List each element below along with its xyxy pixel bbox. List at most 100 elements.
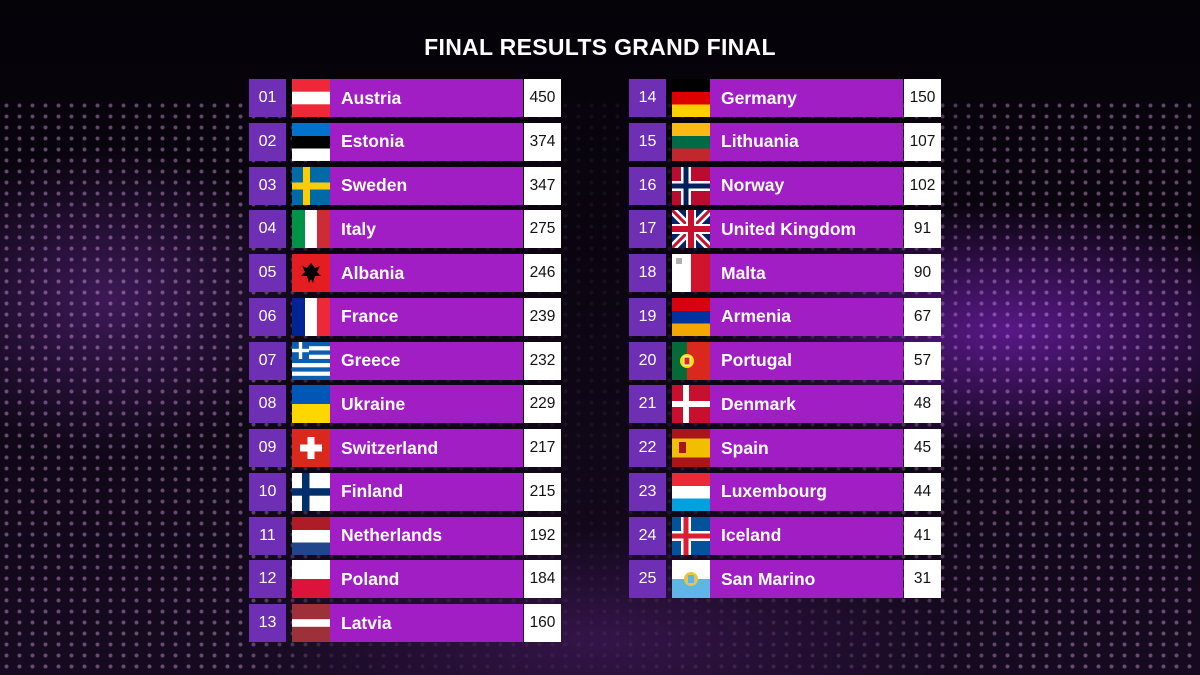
points-value: 48 [904, 385, 941, 424]
rank-number: 07 [249, 341, 286, 380]
italy-flag-icon [292, 210, 330, 249]
rank-number: 20 [629, 341, 666, 380]
netherlands-flag-icon [292, 516, 330, 555]
points-value: 91 [904, 210, 941, 249]
rank-number: 04 [249, 210, 286, 249]
country-name: Finland [330, 472, 523, 511]
rank-number: 02 [249, 122, 286, 161]
rank-number: 15 [629, 122, 666, 161]
country-name: Portugal [710, 341, 903, 380]
country-name: Greece [330, 341, 523, 380]
greece-flag-icon [292, 341, 330, 380]
country-name: Netherlands [330, 516, 523, 555]
result-row: 01 Austria 450 [249, 79, 561, 117]
rank-number: 23 [629, 472, 666, 511]
points-value: 31 [904, 560, 941, 599]
result-row: 04 Italy 275 [249, 210, 561, 249]
result-row: 13 Latvia 160 [249, 604, 561, 642]
country-name: Poland [330, 560, 523, 599]
country-name: Italy [330, 210, 523, 249]
result-row: 12 Poland 184 [249, 560, 561, 599]
points-value: 347 [524, 166, 561, 205]
country-name: Armenia [710, 297, 903, 336]
san-marino-flag-icon [672, 560, 710, 599]
result-row: 02 Estonia 374 [249, 122, 561, 161]
result-row: 17 United Kingdom 91 [629, 210, 941, 249]
country-name: Ukraine [330, 385, 523, 424]
points-value: 192 [524, 516, 561, 555]
points-value: 232 [524, 341, 561, 380]
sweden-flag-icon [292, 166, 330, 205]
country-name: Austria [330, 79, 523, 117]
points-value: 184 [524, 560, 561, 599]
country-name: San Marino [710, 560, 903, 599]
country-name: Norway [710, 166, 903, 205]
result-row: 11 Netherlands 192 [249, 516, 561, 555]
rank-number: 25 [629, 560, 666, 599]
rank-number: 19 [629, 297, 666, 336]
points-value: 57 [904, 341, 941, 380]
switzerland-flag-icon [292, 429, 330, 467]
points-value: 102 [904, 166, 941, 205]
result-row: 07 Greece 232 [249, 341, 561, 380]
points-value: 239 [524, 297, 561, 336]
points-value: 67 [904, 297, 941, 336]
points-value: 160 [524, 604, 561, 642]
estonia-flag-icon [292, 122, 330, 161]
rank-number: 03 [249, 166, 286, 205]
rank-number: 24 [629, 516, 666, 555]
armenia-flag-icon [672, 297, 710, 336]
rank-number: 01 [249, 79, 286, 117]
result-row: 16 Norway 102 [629, 166, 941, 205]
result-row: 25 San Marino 31 [629, 560, 941, 599]
rank-number: 17 [629, 210, 666, 249]
country-name: Latvia [330, 604, 523, 642]
result-row: 14 Germany 150 [629, 79, 941, 117]
points-value: 150 [904, 79, 941, 117]
rank-number: 21 [629, 385, 666, 424]
united-kingdom-flag-icon [672, 210, 710, 249]
results-column-left: 01 Austria 450 02 Estonia 374 03 Sweden 347 04 Ita… [249, 79, 561, 648]
norway-flag-icon [672, 166, 710, 205]
denmark-flag-icon [672, 385, 710, 424]
rank-number: 12 [249, 560, 286, 599]
iceland-flag-icon [672, 516, 710, 555]
country-name: Denmark [710, 385, 903, 424]
rank-number: 14 [629, 79, 666, 117]
result-row: 24 Iceland 41 [629, 516, 941, 555]
albania-flag-icon [292, 254, 330, 292]
lithuania-flag-icon [672, 122, 710, 161]
france-flag-icon [292, 297, 330, 336]
points-value: 450 [524, 79, 561, 117]
latvia-flag-icon [292, 604, 330, 642]
luxembourg-flag-icon [672, 472, 710, 511]
austria-flag-icon [292, 79, 330, 117]
result-row: 03 Sweden 347 [249, 166, 561, 205]
poland-flag-icon [292, 560, 330, 599]
portugal-flag-icon [672, 341, 710, 380]
points-value: 215 [524, 472, 561, 511]
result-row: 22 Spain 45 [629, 429, 941, 467]
result-row: 23 Luxembourg 44 [629, 472, 941, 511]
result-row: 08 Ukraine 229 [249, 385, 561, 424]
country-name: United Kingdom [710, 210, 903, 249]
country-name: Albania [330, 254, 523, 292]
result-row: 15 Lithuania 107 [629, 122, 941, 161]
rank-number: 16 [629, 166, 666, 205]
rank-number: 22 [629, 429, 666, 467]
points-value: 275 [524, 210, 561, 249]
country-name: Luxembourg [710, 472, 903, 511]
result-row: 19 Armenia 67 [629, 297, 941, 336]
country-name: Switzerland [330, 429, 523, 467]
points-value: 41 [904, 516, 941, 555]
finland-flag-icon [292, 472, 330, 511]
result-row: 10 Finland 215 [249, 472, 561, 511]
points-value: 44 [904, 472, 941, 511]
rank-number: 08 [249, 385, 286, 424]
rank-number: 13 [249, 604, 286, 642]
points-value: 246 [524, 254, 561, 292]
country-name: Lithuania [710, 122, 903, 161]
dotted-wave-backdrop [0, 100, 1200, 675]
country-name: Iceland [710, 516, 903, 555]
